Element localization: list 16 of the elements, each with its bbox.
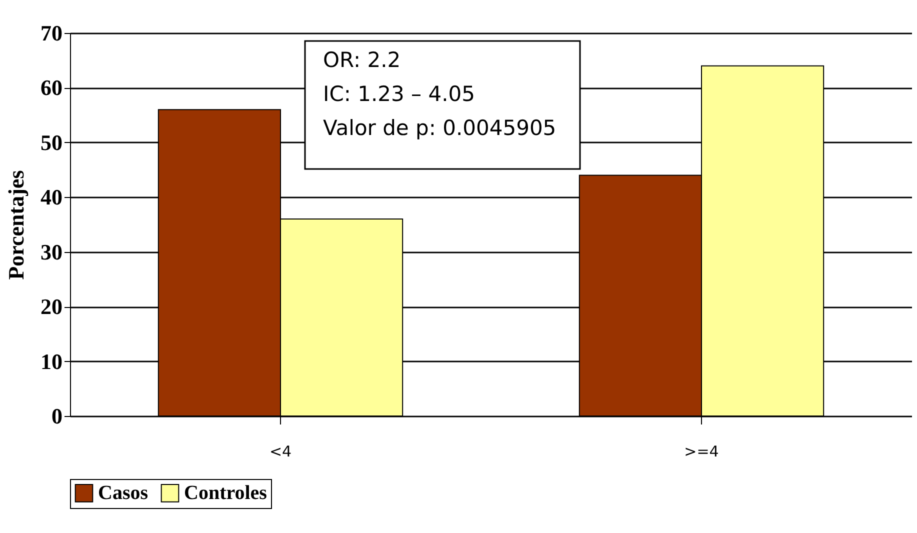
y-tick-label: 40	[40, 184, 62, 210]
y-tick-label: 50	[40, 130, 62, 155]
annotation: Valor de p: 0.0045905	[323, 116, 556, 140]
legend-label: Casos	[98, 482, 148, 504]
y-tick-label: 30	[40, 239, 62, 264]
annotation: IC: 1.23 – 4.05	[323, 82, 475, 106]
y-axis-title: Porcentajes	[4, 170, 28, 280]
y-tick-label: 0	[52, 404, 62, 428]
y-tick-label: 70	[40, 20, 62, 46]
legend-label: Controles	[184, 482, 268, 504]
y-tick-label: 60	[40, 75, 62, 100]
x-tick-label: <4	[269, 442, 292, 460]
y-tick-label: 20	[40, 294, 62, 320]
annotation: OR: 2.2	[323, 48, 401, 72]
y-tick-label: 10	[40, 348, 62, 374]
x-tick-label: >=4	[684, 442, 719, 460]
